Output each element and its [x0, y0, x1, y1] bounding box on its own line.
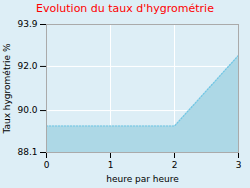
svg-text:93.9: 93.9 — [17, 19, 37, 29]
svg-text:1: 1 — [108, 160, 114, 170]
svg-text:88.1: 88.1 — [17, 147, 37, 157]
svg-text:90.0: 90.0 — [17, 105, 37, 115]
svg-text:0: 0 — [44, 160, 50, 170]
svg-text:2: 2 — [172, 160, 178, 170]
svg-text:heure par heure: heure par heure — [106, 174, 179, 184]
svg-text:Taux hygrométrie %: Taux hygrométrie % — [2, 43, 12, 135]
svg-text:3: 3 — [236, 160, 242, 170]
svg-text:92.0: 92.0 — [17, 61, 37, 71]
html-text:Evolution du taux d'hygrométri: Evolution du taux d'hygrométrie — [36, 2, 214, 15]
